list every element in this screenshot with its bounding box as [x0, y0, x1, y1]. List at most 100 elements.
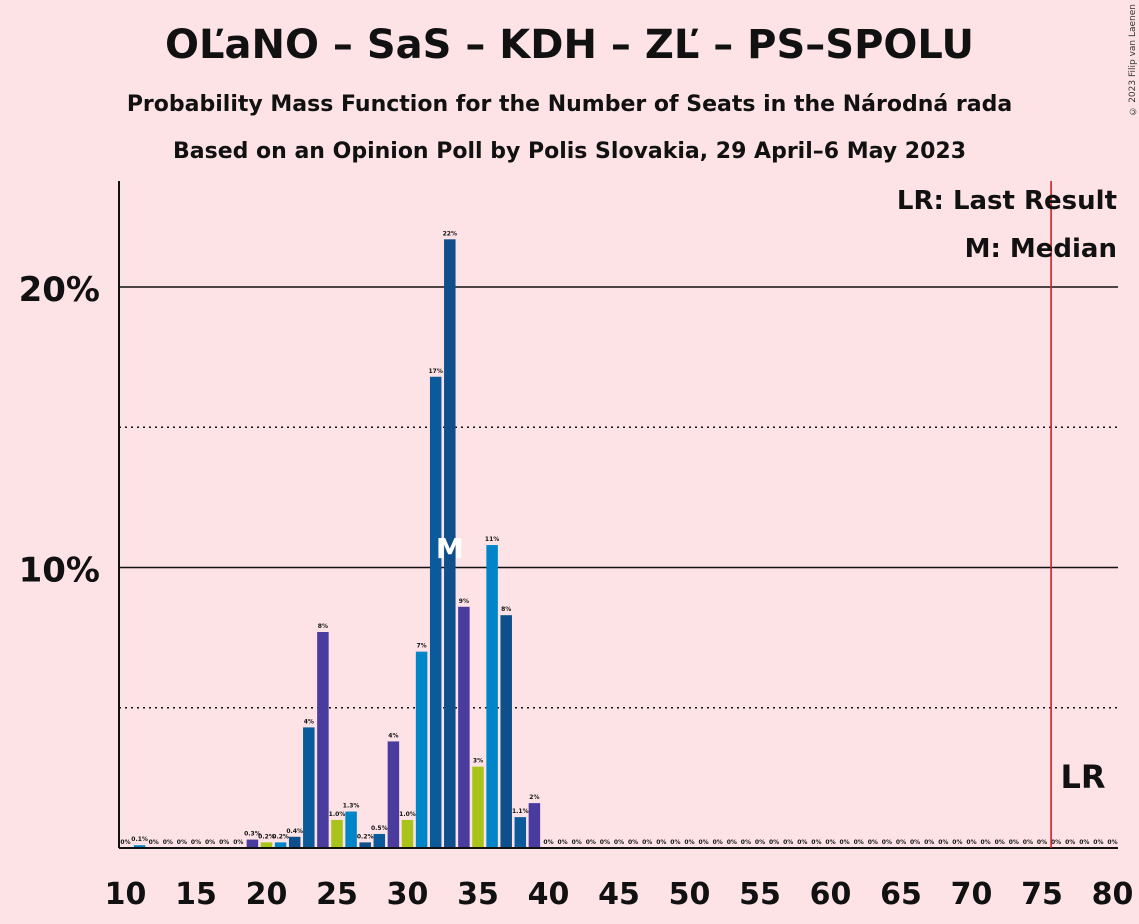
bar-value-label: 0% [1023, 839, 1033, 846]
bar-value-label: 3% [473, 758, 483, 765]
bar [317, 632, 329, 848]
bar-value-label: 0% [868, 839, 878, 846]
bar-value-label: 0% [149, 839, 159, 846]
x-tick-label: 40 [528, 877, 570, 912]
bar-value-label: 0% [1051, 839, 1061, 846]
bar-value-label: 8% [318, 623, 328, 630]
bar [500, 615, 512, 848]
bar-value-label: 22% [443, 230, 457, 237]
x-tick-label: 55 [739, 877, 781, 912]
bar [359, 842, 371, 848]
bar-value-label: 0% [699, 839, 709, 846]
bar-value-label: 0% [543, 839, 553, 846]
bar-value-label: 17% [429, 368, 443, 375]
bar [401, 819, 414, 848]
bar-value-label: 4% [304, 718, 314, 725]
bar [331, 819, 343, 848]
bar-value-label: 1.1% [512, 808, 529, 815]
y-tick-label: 20% [19, 270, 100, 310]
bar-value-label: 0% [825, 839, 835, 846]
bar-value-label: 0% [1079, 839, 1089, 846]
bar-value-label: 0% [600, 839, 610, 846]
bar-value-label: 7% [417, 643, 427, 650]
x-tick-label: 50 [669, 877, 711, 912]
bar-value-label: 1.0% [399, 811, 416, 818]
bar-value-label: 0% [191, 839, 201, 846]
bar-value-label: 0.4% [286, 828, 303, 835]
bar-value-label: 0% [896, 839, 906, 846]
bar-value-label: 0% [233, 839, 243, 846]
bar [345, 811, 357, 848]
bar-value-label: 0% [741, 839, 751, 846]
bar-value-label: 0.1% [131, 836, 148, 843]
bar-value-label: 0% [205, 839, 215, 846]
bar-value-label: 0% [1065, 839, 1075, 846]
bar-value-label: 2% [529, 794, 539, 801]
bar-value-label: 0% [656, 839, 666, 846]
bar [458, 606, 470, 848]
bar-value-label: 0% [642, 839, 652, 846]
bar-value-label: 0.2% [357, 833, 374, 840]
bar [387, 741, 400, 848]
bar-value-label: 0% [177, 839, 187, 846]
bar [528, 803, 541, 848]
last-result-label: LR [1060, 758, 1105, 796]
bar-value-label: 0% [614, 839, 624, 846]
legend-last-result: LR: Last Result [897, 186, 1117, 216]
bar-value-label: 4% [388, 732, 398, 739]
bar [429, 376, 442, 848]
bar [444, 239, 456, 848]
bar-value-label: 0% [938, 839, 948, 846]
y-tick-label: 10% [19, 551, 100, 591]
bar-value-label: 0% [797, 839, 807, 846]
bar-value-label: 0% [586, 839, 596, 846]
bar [274, 842, 287, 848]
bar-value-label: 0% [713, 839, 723, 846]
bar-labels: 0% 0.1% 0% 0% 0% 0% 0% 0% 0%0.3%0.2%0.2%0.4%4%8%… [120, 230, 1117, 846]
bar [373, 833, 386, 848]
bar-value-label: 0% [840, 839, 850, 846]
bar [514, 817, 527, 848]
bars [133, 239, 541, 848]
bar-value-label: 0% [882, 839, 892, 846]
bar-value-label: 0.2% [258, 833, 275, 840]
x-tick-label: 80 [1092, 877, 1134, 912]
markers: LR M LR: Last Result M: Median [436, 181, 1117, 848]
x-tick-label: 25 [316, 877, 358, 912]
x-tick-label: 75 [1021, 877, 1063, 912]
bar-value-label: 0% [558, 839, 568, 846]
axes: 10% 20% 10 15 20 25 30 35 40 45 50 55 60 65 70 75 80 [19, 181, 1134, 912]
bar-value-label: 0% [854, 839, 864, 846]
bar-value-label: 9% [459, 598, 469, 605]
bar-value-label: 0% [1037, 839, 1047, 846]
bar-value-label: 0% [783, 839, 793, 846]
bar-value-label: 1.3% [343, 803, 360, 810]
bar [133, 845, 146, 848]
bar-value-label: 0.3% [244, 831, 261, 838]
bar [303, 727, 315, 848]
bar-value-label: 0% [163, 839, 173, 846]
x-tick-label: 15 [175, 877, 217, 912]
bar [472, 766, 484, 848]
bar-value-label: 0% [1107, 839, 1117, 846]
bar-value-label: 0% [769, 839, 779, 846]
bar-value-label: 0% [670, 839, 680, 846]
x-tick-label: 60 [810, 877, 852, 912]
bar-value-label: 0.5% [371, 825, 388, 832]
chart-subtitle-poll: Based on an Opinion Poll by Polis Slovak… [172, 139, 967, 164]
bar-value-label: 0% [628, 839, 638, 846]
bar [486, 545, 498, 848]
bar-value-label: 0% [1093, 839, 1103, 846]
bar-value-label: 1.0% [329, 811, 346, 818]
x-tick-label: 35 [457, 877, 499, 912]
bar-value-label: 0% [572, 839, 582, 846]
bar-value-label: 0% [952, 839, 962, 846]
x-tick-label: 10 [105, 877, 147, 912]
bar-value-label: 0% [219, 839, 229, 846]
legend-median: M: Median [965, 234, 1117, 264]
gridlines [119, 286, 1118, 709]
bar-value-label: 8% [501, 606, 511, 613]
bar [246, 839, 259, 848]
bar [415, 651, 428, 848]
x-tick-label: 20 [246, 877, 288, 912]
